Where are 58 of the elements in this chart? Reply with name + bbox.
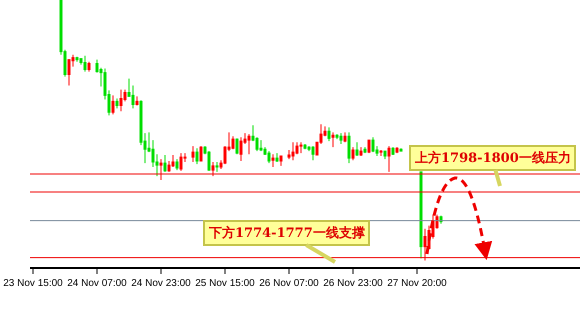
candlestick: [360, 146, 362, 157]
x-tick-label: 26 Nov 07:00: [259, 278, 320, 289]
candlestick: [312, 146, 314, 161]
candlestick: [340, 132, 342, 145]
x-tick-label: 23 Nov 15:00: [3, 278, 64, 289]
candlestick: [280, 156, 282, 166]
candlestick: [176, 158, 178, 171]
candlestick: [372, 136, 374, 153]
candlestick: [368, 140, 370, 154]
candlestick: [352, 146, 354, 161]
candlestick: [396, 146, 398, 154]
annotation: 上方1798-1800一线压力: [414, 150, 571, 166]
candlestick: [392, 146, 394, 156]
candlestick: [212, 162, 214, 177]
candlestick: [164, 154, 166, 172]
candlestick: [112, 94, 114, 115]
candlestick: [400, 148, 402, 152]
candlestick: [200, 146, 202, 162]
candlestick: [384, 150, 386, 160]
candlestick: [192, 146, 194, 163]
annotation: 下方1774-1777一线支撑: [208, 225, 365, 241]
candlestick: [348, 132, 350, 164]
candlestick: [292, 142, 294, 161]
candlestick: [240, 136, 242, 162]
candlestick: [260, 140, 262, 152]
candlestick: [216, 162, 218, 172]
candlestick: [420, 171, 422, 259]
candlestick: [328, 126, 330, 142]
x-tick-label: 25 Nov 15:00: [195, 278, 256, 289]
x-tick-label: 27 Nov 20:00: [387, 278, 448, 289]
candlestick: [88, 61, 90, 72]
x-tick-label: 26 Nov 23:00: [323, 278, 384, 289]
candlestick: [268, 150, 270, 164]
candlestick: [336, 134, 338, 140]
x-tick-label: 24 Nov 07:00: [67, 278, 128, 289]
candlestick: [304, 144, 306, 150]
candlestick: [76, 56, 78, 62]
candlestick: [84, 55, 86, 72]
candlestick: [332, 132, 334, 148]
candlestick: [196, 148, 198, 165]
candlestick: [272, 154, 274, 168]
candlestick: [248, 134, 250, 155]
candlestick: [116, 98, 118, 109]
candlestick: [236, 138, 238, 155]
candlestick: [120, 89, 122, 112]
candlestick: [344, 132, 346, 143]
x-tick-label: 24 Nov 23:00: [131, 278, 192, 289]
candlestick: [180, 152, 182, 172]
candlestick: [424, 228, 426, 261]
candlestick: [356, 142, 358, 157]
candlestick: [300, 142, 302, 154]
candlestick: [232, 136, 234, 150]
candlestick: [136, 96, 138, 106]
candlestick: [388, 146, 390, 172]
candlestick: [364, 146, 366, 154]
candlestick: [380, 150, 382, 157]
candlestick: [160, 158, 162, 180]
candlestick: [276, 152, 278, 163]
